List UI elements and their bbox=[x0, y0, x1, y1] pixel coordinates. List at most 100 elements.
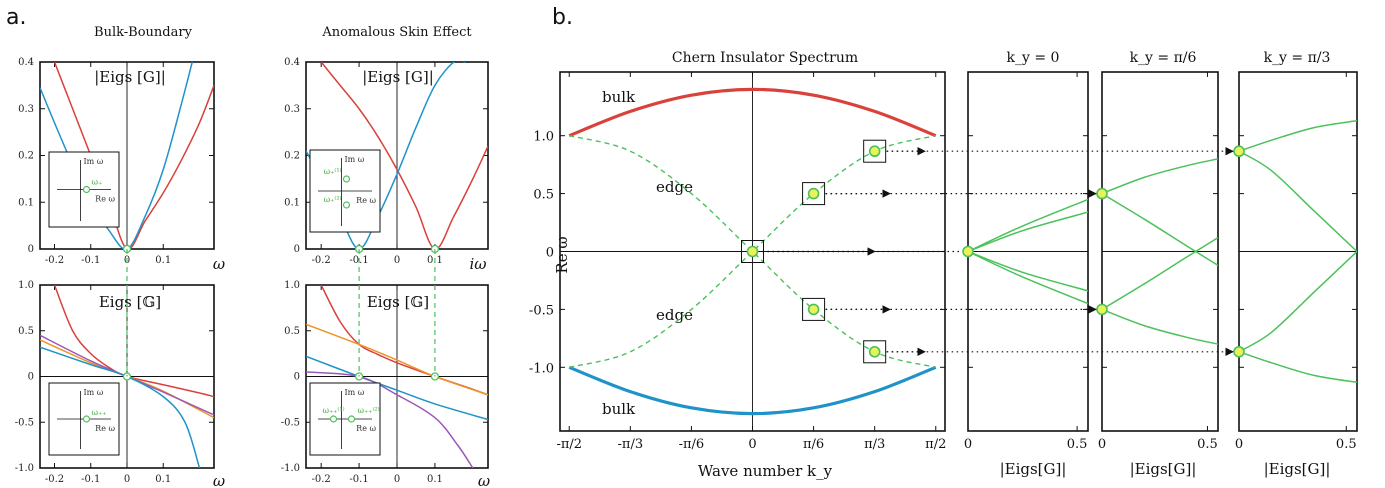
y-tick-label: 0.1 bbox=[18, 197, 34, 208]
xlabel-iomega: iω bbox=[469, 255, 486, 273]
xlabel-omega-2: ω bbox=[213, 472, 225, 488]
x-tick-label: -0.2 bbox=[45, 255, 64, 266]
y-tick-label: -0.5 bbox=[281, 417, 300, 428]
y-tick-label: -0.5 bbox=[529, 303, 554, 318]
x-tick-label: -0.1 bbox=[81, 474, 100, 485]
y-tick-label: 1.0 bbox=[18, 280, 34, 291]
y-tick-label: 0 bbox=[546, 246, 554, 261]
series-line-s0 bbox=[1102, 158, 1218, 195]
series-group bbox=[1102, 158, 1218, 345]
chart-a-top-left: -0.2-0.100.100.10.20.30.4Im ωRe ωω₊ bbox=[18, 57, 215, 266]
annotation-bulk-bottom: bulk bbox=[602, 400, 636, 418]
x-tick-label: 0.5 bbox=[1197, 437, 1218, 452]
inset-im-label: Im ω bbox=[84, 157, 104, 166]
marker-point bbox=[1096, 303, 1108, 316]
xlabel-omega-1: ω bbox=[213, 255, 225, 273]
series-line-s0 bbox=[968, 198, 1088, 253]
label-eigs-G-1: |Eigs [G]| bbox=[94, 68, 166, 86]
y-tick-label: 0.3 bbox=[18, 104, 34, 115]
title-ky-pi3: k_y = π/3 bbox=[1264, 50, 1331, 66]
series-line-bulk bbox=[568, 365, 937, 416]
y-tick-label: 0.2 bbox=[18, 151, 34, 162]
x-tick-label: 0.5 bbox=[1336, 437, 1357, 452]
y-tick-label: 1.0 bbox=[533, 130, 554, 145]
y-tick-label: 0.5 bbox=[533, 188, 554, 203]
y-tick-label: 0.5 bbox=[284, 326, 300, 337]
series-line-s2 bbox=[1102, 236, 1218, 311]
chart-b-ky-pi3: 0 0.5 bbox=[1233, 71, 1358, 452]
inset-diagram: Im ω Re ω ω₊ bbox=[48, 151, 120, 228]
inset-eigenvalue-dot bbox=[342, 201, 351, 209]
annotation-bulk-top: bulk bbox=[602, 88, 636, 106]
y-tick-label: 0.3 bbox=[284, 104, 300, 115]
x-tick-label: 0 bbox=[1235, 437, 1243, 452]
y-tick-label: -0.5 bbox=[15, 417, 34, 428]
x-tick-label: 0.1 bbox=[155, 255, 171, 266]
x-tick-label: -0.2 bbox=[312, 474, 331, 485]
x-tick-label: 0 bbox=[1098, 437, 1106, 452]
series-group bbox=[968, 198, 1088, 305]
series-line-s2 bbox=[1239, 250, 1357, 353]
y-tick-label: 0 bbox=[294, 244, 300, 255]
series-line-s2 bbox=[968, 250, 1088, 292]
x-tick-label: -0.2 bbox=[45, 474, 64, 485]
y-tick-label: 0 bbox=[294, 372, 300, 383]
inset-re-label: Re ω bbox=[95, 195, 115, 204]
series-line-s3 bbox=[40, 346, 201, 468]
marker-point bbox=[868, 145, 881, 158]
chart-a-top-right: -0.2 -0.1 0 0.100.10.20.30.4Im ωRe ωω₊⁽¹⁾ω₊… bbox=[284, 57, 489, 266]
chart-title-bulk-boundary: Bulk-Boundary bbox=[94, 25, 193, 40]
x-tick-label: -0.1 bbox=[81, 255, 100, 266]
x-tick-label: π/6 bbox=[803, 437, 824, 452]
xlabel-eigs-1: |Eigs[G]| bbox=[1000, 460, 1067, 478]
inset-eigenvalue-dot bbox=[82, 415, 91, 423]
marker-box bbox=[863, 340, 887, 364]
xlabel-wavenumber: Wave number k_y bbox=[698, 462, 833, 480]
series-line-s0 bbox=[320, 62, 488, 249]
inset-diagram: Im ω Re ω ω₊₊⁽¹⁾ ω₊₊⁽²⁾ bbox=[309, 382, 381, 456]
chart-b-ky-pi6: 0 0.5 bbox=[1096, 71, 1219, 452]
marker-point bbox=[1096, 187, 1108, 200]
series-line-s1 bbox=[1239, 150, 1357, 253]
panel-label-a: a. bbox=[6, 5, 26, 30]
inset-eigenvalue-dot bbox=[347, 415, 356, 423]
chart-title-chern: Chern Insulator Spectrum bbox=[672, 50, 858, 66]
series-line-s0 bbox=[1239, 119, 1357, 152]
x-tick-label: 0 bbox=[748, 437, 756, 452]
panel-label-b: b. bbox=[552, 5, 573, 30]
label-eigs-GG-2: Eigs [𝔾] bbox=[367, 293, 429, 311]
x-tick-label: -0.2 bbox=[312, 255, 331, 266]
y-tick-label: 0.2 bbox=[284, 151, 300, 162]
inset-im-label: Im ω bbox=[345, 155, 365, 164]
y-tick-label: 0.5 bbox=[18, 326, 34, 337]
inset-re-label: Re ω bbox=[95, 424, 115, 433]
inset-re-label: Re ω bbox=[356, 424, 376, 433]
annotation-edge-top: edge bbox=[656, 178, 693, 196]
y-tick-label: 0 bbox=[28, 244, 34, 255]
inset-eigenvalue-dot bbox=[342, 175, 351, 183]
y-tick-label: -1.0 bbox=[529, 361, 554, 376]
x-tick-label: π/3 bbox=[864, 437, 885, 452]
xlabel-eigs-3: |Eigs[G]| bbox=[1264, 460, 1331, 478]
inset-im-label: Im ω bbox=[345, 388, 365, 397]
x-tick-label: 0 bbox=[394, 474, 400, 485]
series-line-s3 bbox=[1239, 351, 1357, 384]
marker-point bbox=[962, 245, 974, 258]
x-tick-label: -π/3 bbox=[618, 437, 644, 452]
y-tick-label: 0 bbox=[28, 372, 34, 383]
inset-eigenvalue-label: ω₊₊⁽²⁾ bbox=[358, 406, 380, 415]
series-line-s1 bbox=[968, 211, 1088, 253]
title-ky-pi6: k_y = π/6 bbox=[1130, 50, 1197, 66]
chart-b-ky0: 0 0.5 bbox=[962, 71, 1089, 452]
series-group bbox=[1239, 119, 1357, 384]
x-tick-label: 0 bbox=[964, 437, 972, 452]
series-group bbox=[306, 285, 488, 468]
inset-eigenvalue-dot bbox=[82, 185, 91, 194]
series-line-s1 bbox=[40, 62, 193, 249]
x-tick-label: -π/2 bbox=[556, 437, 582, 452]
series-line-s0 bbox=[53, 62, 214, 249]
inset-diagram: Im ω Re ω ω₊₊ bbox=[48, 382, 120, 456]
y-tick-label: 0.4 bbox=[284, 57, 300, 68]
y-tick-label: 0.4 bbox=[18, 57, 34, 68]
marker-point bbox=[746, 245, 759, 258]
